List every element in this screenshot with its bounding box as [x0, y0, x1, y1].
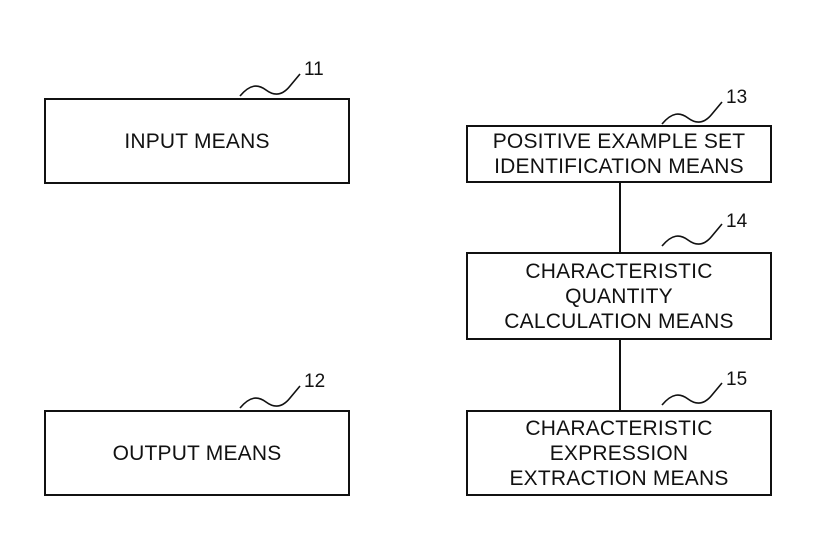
characteristic-quantity-calculation-means-block: CHARACTERISTIC QUANTITY CALCULATION MEAN…	[466, 252, 772, 340]
leader-line-14	[661, 223, 723, 247]
ref-number-14: 14	[726, 211, 748, 232]
positive-example-set-identification-means-block: POSITIVE EXAMPLE SET IDENTIFICATION MEAN…	[466, 125, 772, 183]
block-label: EXPRESSION	[549, 441, 689, 465]
block-label: EXTRACTION MEANS	[509, 466, 729, 490]
block-label: INPUT MEANS	[124, 129, 270, 153]
ref-number-12: 12	[304, 371, 326, 392]
leader-line-13	[661, 101, 723, 125]
block-label: POSITIVE EXAMPLE SET	[492, 130, 746, 153]
output-means-block: OUTPUT MEANS	[44, 410, 350, 496]
block-label: CHARACTERISTIC	[525, 416, 713, 440]
block-label: CALCULATION MEANS	[504, 309, 734, 333]
leader-line-12	[239, 385, 301, 409]
block-label: QUANTITY	[565, 284, 673, 308]
ref-number-11: 11	[304, 59, 324, 80]
input-means-block: INPUT MEANS	[44, 98, 350, 184]
characteristic-expression-extraction-means-block: CHARACTERISTIC EXPRESSION EXTRACTION MEA…	[466, 410, 772, 496]
block-label: OUTPUT MEANS	[112, 441, 282, 465]
leader-line-11	[239, 73, 301, 97]
block-label: CHARACTERISTIC	[525, 259, 713, 283]
ref-number-13: 13	[726, 87, 748, 108]
ref-number-15: 15	[726, 369, 748, 390]
block-label: IDENTIFICATION MEANS	[494, 155, 744, 178]
leader-line-15	[661, 382, 723, 406]
